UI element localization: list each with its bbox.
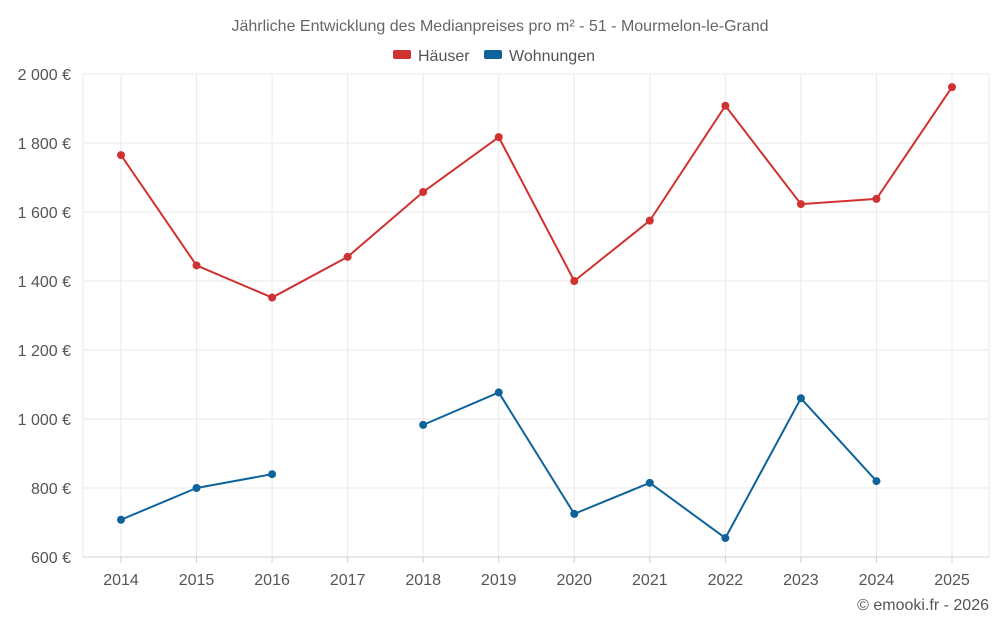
data-point-wohnungen[interactable] bbox=[570, 509, 579, 518]
y-axis-ticks: 600 € 800 € 1 000 € 1 200 € 1 400 € 1 600 € 1 … bbox=[18, 67, 71, 567]
x-tick-label: 2016 bbox=[254, 572, 290, 589]
legend-item-haeuser[interactable]: Häuser bbox=[393, 48, 470, 65]
data-point-haeuser[interactable] bbox=[117, 151, 125, 160]
data-point-haeuser[interactable] bbox=[872, 194, 881, 203]
data-point-haeuser[interactable] bbox=[268, 293, 277, 302]
legend-label-haeuser: Häuser bbox=[418, 48, 470, 65]
data-point-haeuser[interactable] bbox=[948, 83, 956, 92]
x-tick-label: 2025 bbox=[934, 572, 970, 589]
data-point-wohnungen[interactable] bbox=[645, 478, 654, 487]
data-point-wohnungen[interactable] bbox=[494, 388, 503, 397]
y-tick-label: 600 € bbox=[31, 550, 71, 567]
data-point-wohnungen[interactable] bbox=[872, 477, 881, 486]
data-point-wohnungen[interactable] bbox=[117, 515, 125, 524]
x-tick-label: 2019 bbox=[481, 572, 517, 589]
data-point-wohnungen[interactable] bbox=[268, 470, 277, 479]
series-haeuser bbox=[117, 83, 956, 302]
data-point-haeuser[interactable] bbox=[494, 133, 503, 142]
y-tick-label: 1 000 € bbox=[18, 412, 71, 429]
data-point-wohnungen[interactable] bbox=[796, 394, 805, 403]
data-point-haeuser[interactable] bbox=[419, 187, 428, 196]
y-tick-label: 1 600 € bbox=[18, 205, 71, 222]
x-axis-ticks: 2014 2015 2016 2017 2018 2019 2020 2021 2022 2023… bbox=[83, 556, 989, 589]
legend: Häuser Wohnungen bbox=[393, 48, 595, 65]
data-point-haeuser[interactable] bbox=[721, 101, 730, 110]
data-point-haeuser[interactable] bbox=[192, 261, 201, 270]
x-tick-label: 2021 bbox=[632, 572, 668, 589]
x-tick-label: 2015 bbox=[179, 572, 215, 589]
x-tick-label: 2018 bbox=[405, 572, 441, 589]
series bbox=[117, 83, 956, 543]
grid bbox=[82, 73, 990, 558]
legend-swatch-haeuser bbox=[393, 50, 411, 59]
data-point-wohnungen[interactable] bbox=[721, 534, 730, 543]
series-wohnungen bbox=[117, 388, 881, 543]
credit: © emooki.fr - 2026 bbox=[857, 597, 989, 614]
y-tick-label: 2 000 € bbox=[18, 67, 71, 84]
data-point-wohnungen[interactable] bbox=[419, 420, 428, 429]
x-tick-label: 2014 bbox=[103, 572, 139, 589]
chart-title: Jährliche Entwicklung des Medianpreises … bbox=[231, 18, 768, 35]
data-point-haeuser[interactable] bbox=[645, 216, 654, 225]
data-point-haeuser[interactable] bbox=[570, 277, 579, 285]
legend-item-wohnungen[interactable]: Wohnungen bbox=[484, 48, 595, 65]
legend-swatch-wohnungen bbox=[484, 50, 502, 59]
series-line-haeuser bbox=[120, 86, 953, 299]
y-tick-label: 1 400 € bbox=[18, 274, 71, 291]
x-tick-label: 2024 bbox=[859, 572, 895, 589]
data-point-wohnungen[interactable] bbox=[192, 484, 201, 492]
x-tick-label: 2022 bbox=[708, 572, 744, 589]
x-tick-label: 2023 bbox=[783, 572, 819, 589]
legend-label-wohnungen: Wohnungen bbox=[509, 48, 595, 65]
y-tick-label: 1 200 € bbox=[18, 343, 71, 360]
x-tick-label: 2017 bbox=[330, 572, 366, 589]
y-tick-label: 800 € bbox=[31, 481, 71, 498]
data-point-haeuser[interactable] bbox=[796, 200, 805, 209]
data-point-haeuser[interactable] bbox=[343, 252, 352, 261]
x-tick-label: 2020 bbox=[556, 572, 592, 589]
y-tick-label: 1 800 € bbox=[18, 136, 71, 153]
